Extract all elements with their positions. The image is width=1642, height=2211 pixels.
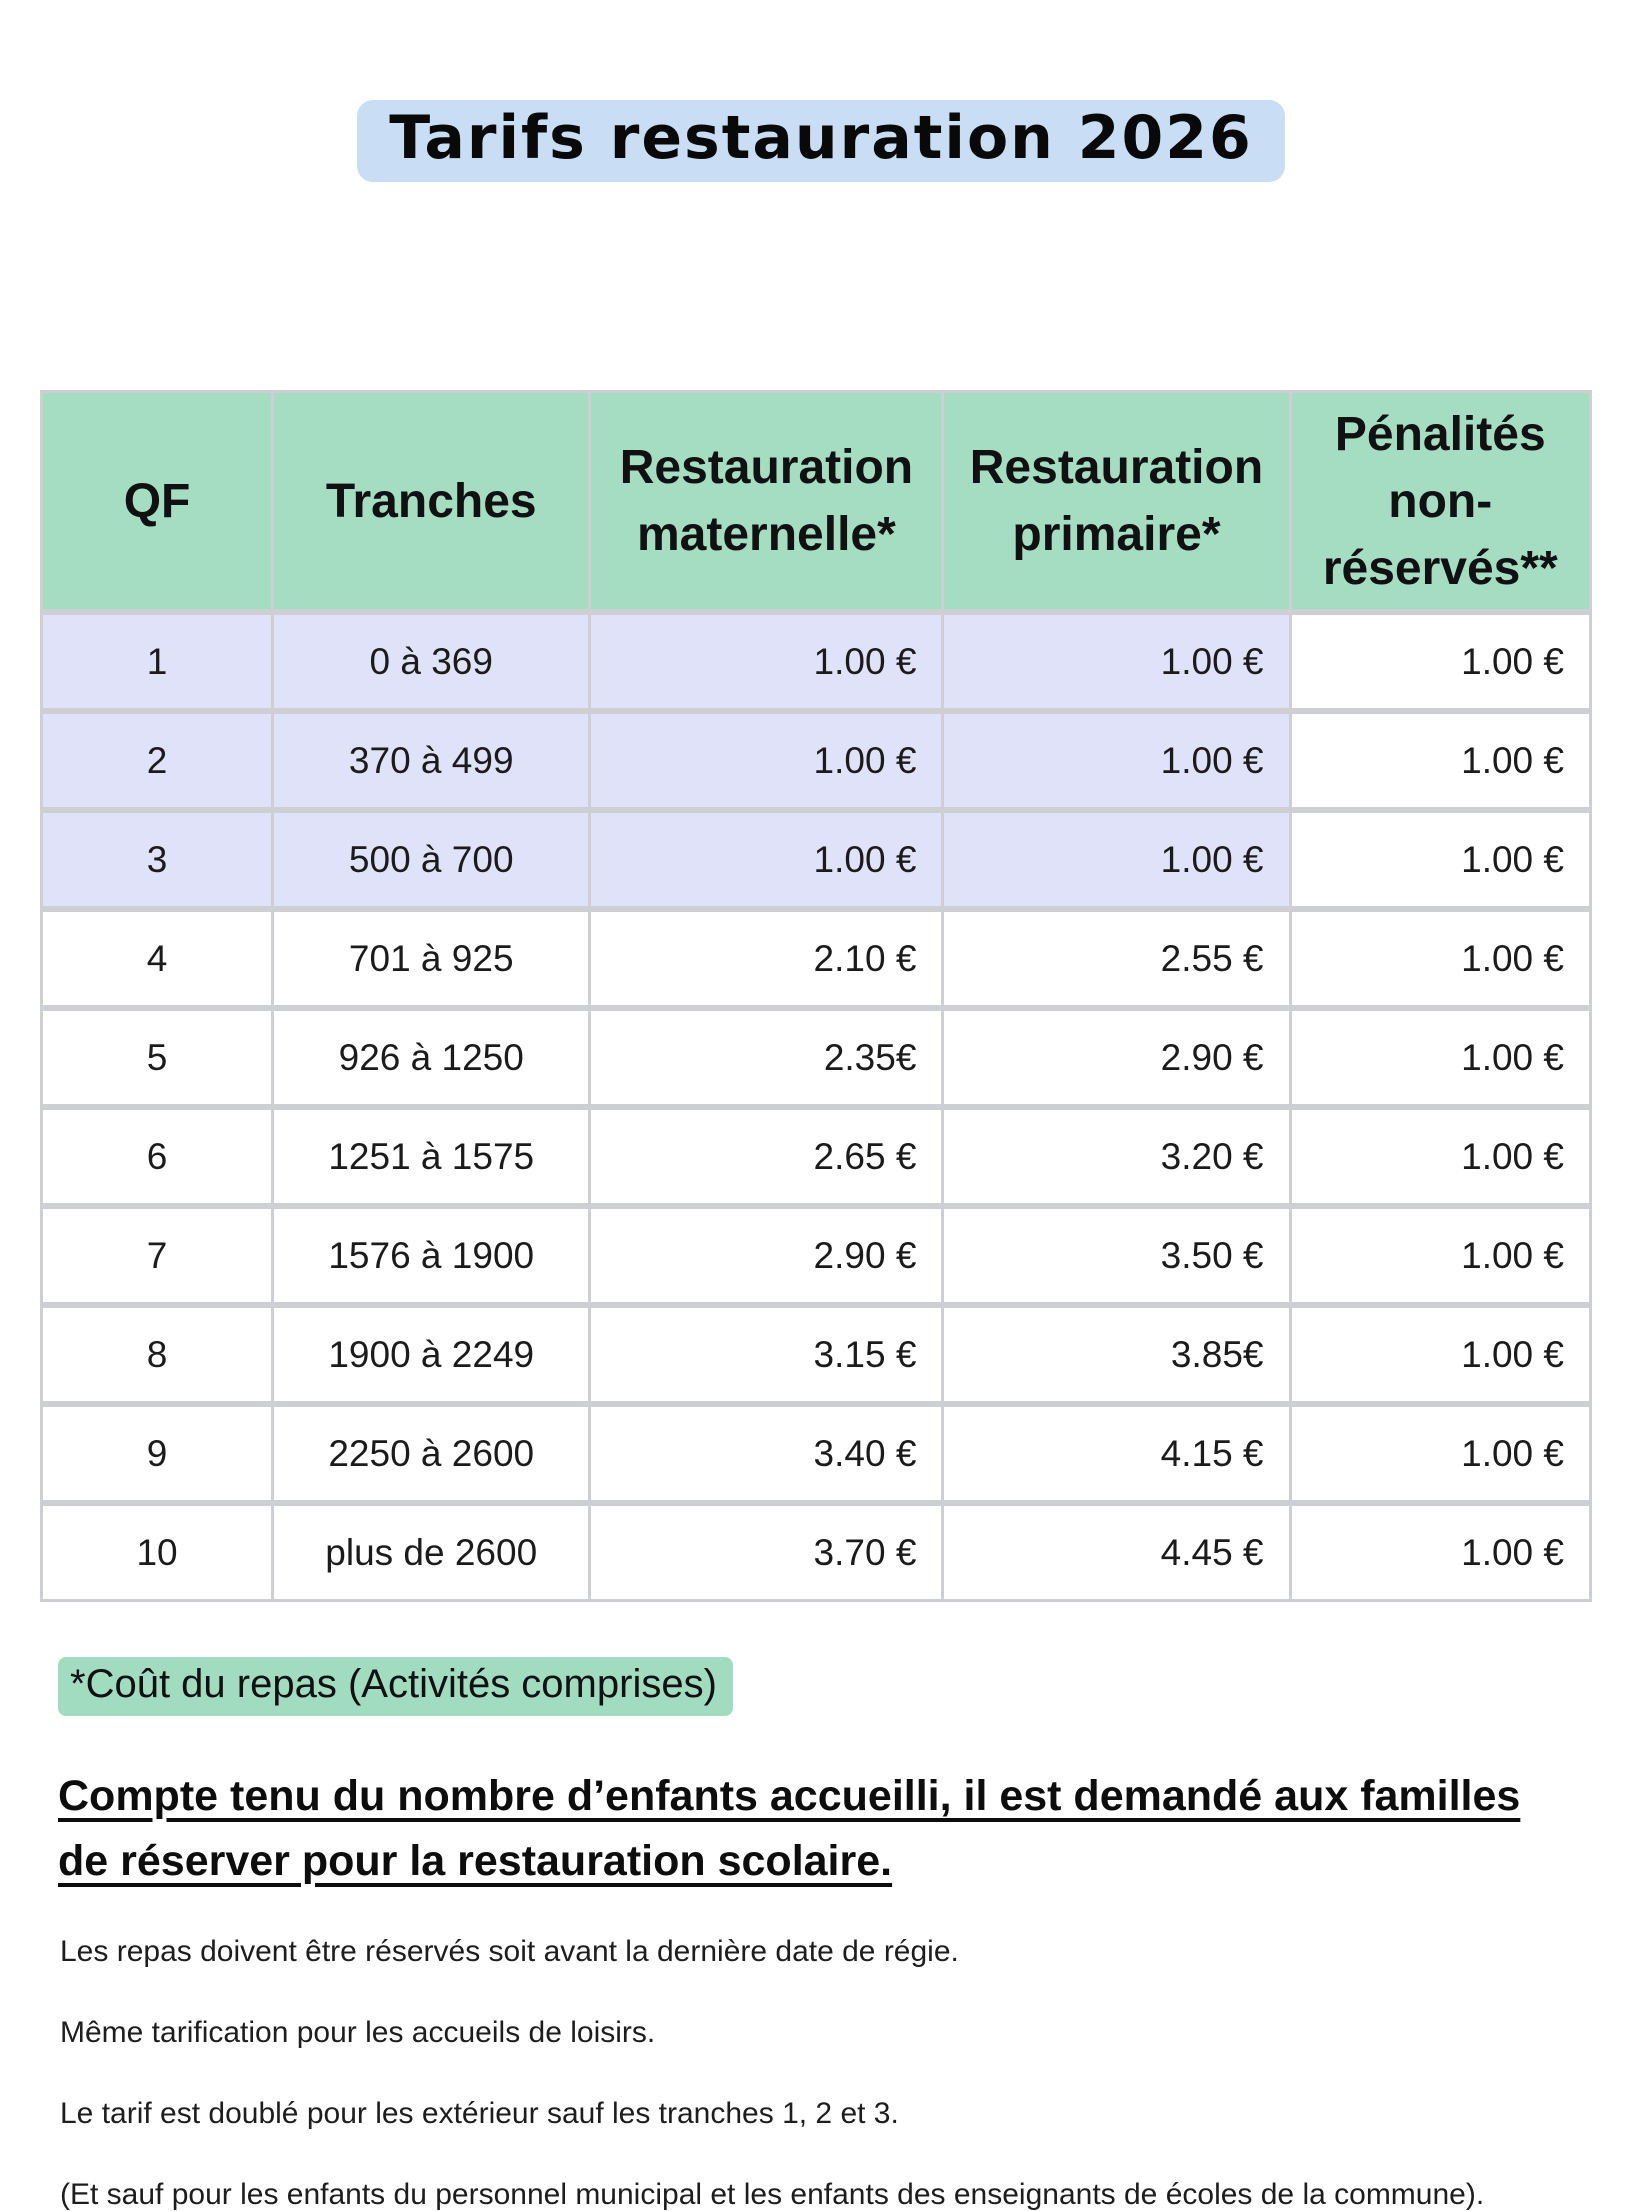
qf-cell: 4 bbox=[43, 912, 272, 1006]
maternelle-cell: 1.00 € bbox=[591, 615, 942, 709]
qf-cell: 3 bbox=[43, 813, 272, 907]
penalites-cell: 1.00 € bbox=[1291, 813, 1589, 907]
tranche-cell: 500 à 700 bbox=[274, 813, 589, 907]
primaire-cell: 1.00 € bbox=[944, 615, 1289, 709]
qf-cell: 1 bbox=[43, 615, 272, 709]
primaire-cell: 4.45 € bbox=[944, 1506, 1289, 1600]
note-line: Les repas doivent être réservés soit ava… bbox=[60, 1935, 959, 1969]
qf-cell: 10 bbox=[43, 1506, 272, 1600]
primaire-cell: 3.20 € bbox=[944, 1110, 1289, 1204]
qf-cell: 8 bbox=[43, 1308, 272, 1402]
column-header-penalites: Pénalités non- réservés** bbox=[1291, 393, 1589, 610]
penalites-cell: 1.00 € bbox=[1291, 1308, 1589, 1402]
maternelle-cell: 3.40 € bbox=[591, 1407, 942, 1501]
maternelle-cell: 1.00 € bbox=[591, 813, 942, 907]
tariff-table: QF Tranches Restauration maternelle* Restau… bbox=[40, 390, 1592, 1603]
penalites-cell: 1.00 € bbox=[1291, 615, 1589, 709]
note-line: Même tarification pour les accueils de l… bbox=[60, 2016, 656, 2050]
tranche-cell: 0 à 369 bbox=[274, 615, 589, 709]
tranche-cell: 1576 à 1900 bbox=[274, 1209, 589, 1303]
penalites-cell: 1.00 € bbox=[1291, 1506, 1589, 1600]
meal-cost-note: *Coût du repas (Activités comprises) bbox=[58, 1657, 733, 1717]
column-header-qf: QF bbox=[43, 393, 272, 610]
meal-cost-note-row: *Coût du repas (Activités comprises) bbox=[0, 1602, 1642, 1717]
note-line: (Et sauf pour les enfants du personnel m… bbox=[60, 2178, 1485, 2211]
penalites-cell: 1.00 € bbox=[1291, 1209, 1589, 1303]
maternelle-cell: 3.15 € bbox=[591, 1308, 942, 1402]
tranche-cell: 1900 à 2249 bbox=[274, 1308, 589, 1402]
primaire-cell: 1.00 € bbox=[944, 714, 1289, 808]
tranche-cell: 926 à 1250 bbox=[274, 1011, 589, 1105]
penalites-cell: 1.00 € bbox=[1291, 1110, 1589, 1204]
maternelle-cell: 3.70 € bbox=[591, 1506, 942, 1600]
penalites-cell: 1.00 € bbox=[1291, 714, 1589, 808]
column-header-maternelle: Restauration maternelle* bbox=[591, 393, 942, 610]
primaire-cell: 1.00 € bbox=[944, 813, 1289, 907]
tranche-cell: plus de 2600 bbox=[274, 1506, 589, 1600]
maternelle-cell: 2.35€ bbox=[591, 1011, 942, 1105]
column-header-primaire: Restauration primaire* bbox=[944, 393, 1289, 610]
penalites-cell: 1.00 € bbox=[1291, 1407, 1589, 1501]
qf-cell: 5 bbox=[43, 1011, 272, 1105]
primaire-cell: 3.85€ bbox=[944, 1308, 1289, 1402]
column-header-tranche: Tranches bbox=[274, 393, 589, 610]
title-row: Tarifs restauration 2026 bbox=[0, 0, 1642, 222]
qf-cell: 2 bbox=[43, 714, 272, 808]
primaire-cell: 2.90 € bbox=[944, 1011, 1289, 1105]
page-title: Tarifs restauration 2026 bbox=[357, 100, 1285, 183]
qf-cell: 7 bbox=[43, 1209, 272, 1303]
maternelle-cell: 2.65 € bbox=[591, 1110, 942, 1204]
tranche-cell: 2250 à 2600 bbox=[274, 1407, 589, 1501]
reservation-notice: Compte tenu du nombre d’enfants accueill… bbox=[58, 1772, 1521, 1885]
tranche-cell: 370 à 499 bbox=[274, 714, 589, 808]
qf-cell: 6 bbox=[43, 1110, 272, 1204]
notes-section: Les repas doivent être réservés soit ava… bbox=[60, 1935, 1612, 2211]
tranche-cell: 701 à 925 bbox=[274, 912, 589, 1006]
qf-cell: 9 bbox=[43, 1407, 272, 1501]
penalites-cell: 1.00 € bbox=[1291, 912, 1589, 1006]
primaire-cell: 4.15 € bbox=[944, 1407, 1289, 1501]
primaire-cell: 3.50 € bbox=[944, 1209, 1289, 1303]
note-line: Le tarif est doublé pour les extérieur s… bbox=[60, 2097, 899, 2131]
maternelle-cell: 2.90 € bbox=[591, 1209, 942, 1303]
primaire-cell: 2.55 € bbox=[944, 912, 1289, 1006]
maternelle-cell: 1.00 € bbox=[591, 714, 942, 808]
penalites-cell: 1.00 € bbox=[1291, 1011, 1589, 1105]
tranche-cell: 1251 à 1575 bbox=[274, 1110, 589, 1204]
maternelle-cell: 2.10 € bbox=[591, 912, 942, 1006]
